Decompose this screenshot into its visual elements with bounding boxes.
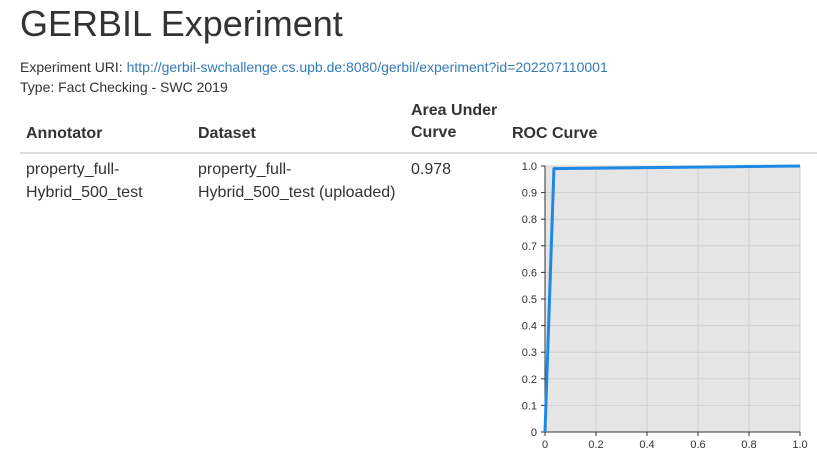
- column-header-dataset: Dataset: [198, 125, 256, 142]
- y-tick-label: 0.2: [522, 374, 537, 386]
- column-header-auc-line2: Curve: [411, 124, 457, 141]
- x-tick-label: 1.0: [792, 439, 807, 451]
- y-tick-label: 0.9: [522, 188, 537, 200]
- tick-labels: 0 0.2 0.4 0.6 0.8 1.0 0 0.1 0.2 0.3 0.4 0.5 0.6 0.7 0.…: [522, 161, 808, 451]
- column-header-annotator: Annotator: [26, 125, 103, 142]
- header-divider: [20, 152, 817, 154]
- grid-lines: [544, 165, 801, 433]
- roc-curve-chart: 0 0.2 0.4 0.6 0.8 1.0 0 0.1 0.2 0.3 0.4 0.5 0.6 0.7 0.…: [522, 161, 808, 451]
- experiment-type: Type: Fact Checking - SWC 2019: [20, 79, 228, 95]
- y-tick-label: 0.4: [522, 321, 537, 333]
- axes: [541, 165, 801, 436]
- column-header-roc: ROC Curve: [512, 125, 598, 142]
- page-title: GERBIL Experiment: [20, 3, 343, 44]
- y-tick-label: 0.3: [522, 347, 537, 359]
- x-tick-label: 0.6: [690, 439, 705, 451]
- cell-dataset-line1: property_full-: [198, 161, 292, 178]
- experiment-uri-link[interactable]: http://gerbil-swchallenge.cs.upb.de:8080…: [126, 59, 608, 75]
- y-tick-label: 0.5: [522, 294, 537, 306]
- y-tick-label: 1.0: [522, 161, 537, 173]
- cell-annotator-line2: Hybrid_500_test: [26, 184, 143, 201]
- cell-dataset: property_full- Hybrid_500_test (uploaded…: [198, 158, 395, 204]
- cell-annotator-line1: property_full-: [26, 161, 120, 178]
- y-tick-label: 0.6: [522, 267, 537, 279]
- roc-series-line: [543, 164, 801, 433]
- experiment-uri-label: Experiment URI:: [20, 59, 123, 75]
- y-tick-label: 0: [531, 427, 537, 439]
- x-tick-label: 0.8: [741, 439, 756, 451]
- column-header-auc-line1: Area Under: [411, 102, 498, 119]
- y-tick-label: 0.1: [522, 400, 537, 412]
- series-layer: [543, 164, 801, 433]
- x-tick-label: 0: [542, 439, 548, 451]
- y-tick-label: 0.7: [522, 241, 537, 253]
- y-tick-label: 0.8: [522, 214, 537, 226]
- cell-dataset-line2: Hybrid_500_test (uploaded): [198, 184, 396, 201]
- x-tick-label: 0.4: [639, 439, 654, 451]
- cell-annotator: property_full- Hybrid_500_test: [26, 158, 143, 204]
- column-header-auc: Area Under Curve: [411, 100, 497, 144]
- x-tick-label: 0.2: [588, 439, 603, 451]
- cell-auc: 0.978: [411, 161, 452, 178]
- experiment-uri-line: Experiment URI: http://gerbil-swchalleng…: [20, 58, 608, 76]
